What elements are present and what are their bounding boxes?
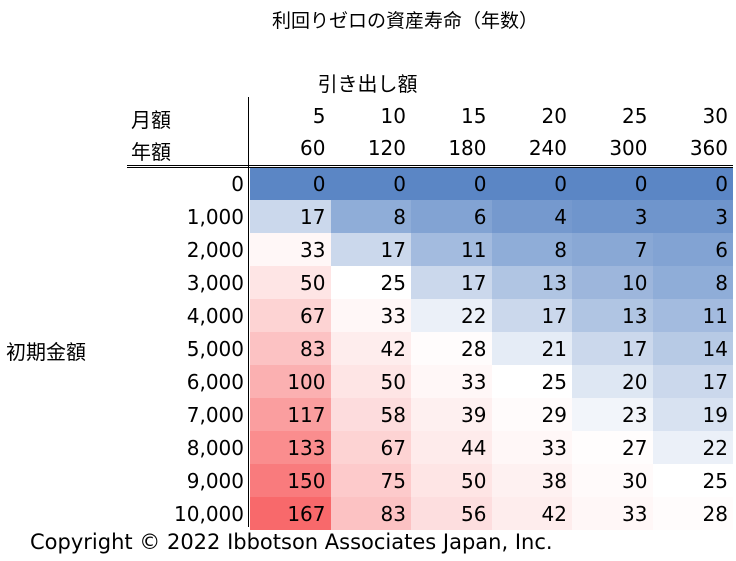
heatmap-cell: 38 <box>491 464 572 497</box>
heatmap-cell: 17 <box>491 299 572 332</box>
heatmap-cell: 21 <box>491 332 572 365</box>
annual-label: 年額 <box>131 140 171 164</box>
heatmap-cell: 0 <box>652 167 733 200</box>
heatmap-cell: 22 <box>411 299 492 332</box>
heatmap-cell: 14 <box>652 332 733 365</box>
heatmap-cell: 133 <box>250 431 331 464</box>
column-header-annual: 120 <box>367 136 406 160</box>
heatmap-cell: 50 <box>250 266 331 299</box>
row-label: 8,000 <box>186 436 244 460</box>
heatmap-cell: 100 <box>250 365 331 398</box>
heatmap-cell: 50 <box>330 365 411 398</box>
row-label: 3,000 <box>186 271 244 295</box>
heatmap-cell: 67 <box>330 431 411 464</box>
heatmap-cell: 20 <box>572 365 653 398</box>
heatmap-cell: 23 <box>572 398 653 431</box>
heatmap-cell: 10 <box>572 266 653 299</box>
heatmap-cell: 13 <box>572 299 653 332</box>
column-header-monthly: 15 <box>461 104 487 128</box>
heatmap-cell: 4 <box>491 200 572 233</box>
heatmap-cell: 28 <box>652 497 733 530</box>
heatmap-cell: 83 <box>250 332 331 365</box>
heatmap-cell: 30 <box>572 464 653 497</box>
heatmap-cell: 25 <box>330 266 411 299</box>
vertical-divider <box>248 97 249 527</box>
heatmap-cell: 33 <box>250 233 331 266</box>
heatmap-cell: 8 <box>491 233 572 266</box>
heatmap-cell: 7 <box>572 233 653 266</box>
column-header-monthly: 30 <box>702 104 728 128</box>
heatmap-cell: 50 <box>411 464 492 497</box>
row-label: 0 <box>231 172 244 196</box>
heatmap-cell: 19 <box>652 398 733 431</box>
heatmap-cell: 42 <box>491 497 572 530</box>
heatmap-cell: 11 <box>411 233 492 266</box>
heatmap-cell: 27 <box>572 431 653 464</box>
row-label: 9,000 <box>186 469 244 493</box>
heatmap-cell: 17 <box>411 266 492 299</box>
heatmap-cell: 0 <box>491 167 572 200</box>
heatmap-cell: 28 <box>411 332 492 365</box>
column-header-monthly: 5 <box>312 104 326 128</box>
column-header-monthly: 10 <box>380 104 406 128</box>
heatmap-cell: 25 <box>491 365 572 398</box>
heatmap-cell: 0 <box>572 167 653 200</box>
column-header-annual: 180 <box>448 136 487 160</box>
heatmap-cell: 17 <box>250 200 331 233</box>
heatmap-cell: 6 <box>411 200 492 233</box>
heatmap-cell: 11 <box>652 299 733 332</box>
heatmap-cell: 8 <box>330 200 411 233</box>
column-header-monthly: 20 <box>541 104 567 128</box>
heatmap-cell: 8 <box>652 266 733 299</box>
heatmap-cell: 67 <box>250 299 331 332</box>
heatmap-cell: 13 <box>491 266 572 299</box>
heatmap-cell: 0 <box>411 167 492 200</box>
heatmap-cell: 17 <box>330 233 411 266</box>
heatmap-cell: 117 <box>250 398 331 431</box>
row-label: 10,000 <box>174 502 244 526</box>
heatmap-cell: 33 <box>491 431 572 464</box>
column-header-annual: 60 <box>300 136 326 160</box>
heatmap-cell: 33 <box>330 299 411 332</box>
heatmap-cell: 0 <box>330 167 411 200</box>
heatmap-cell: 3 <box>652 200 733 233</box>
heatmap-cell: 0 <box>250 167 331 200</box>
heatmap-cell: 29 <box>491 398 572 431</box>
heatmap-cell: 83 <box>330 497 411 530</box>
heatmap-cell: 33 <box>411 365 492 398</box>
heatmap-cell: 58 <box>330 398 411 431</box>
heatmap-cell: 42 <box>330 332 411 365</box>
heatmap-cell: 150 <box>250 464 331 497</box>
heatmap-cell: 44 <box>411 431 492 464</box>
heatmap-cell: 17 <box>572 332 653 365</box>
row-label: 5,000 <box>186 337 244 361</box>
heatmap-cell: 56 <box>411 497 492 530</box>
monthly-label: 月額 <box>131 108 171 132</box>
column-header-annual: 360 <box>689 136 728 160</box>
heatmap-cell: 75 <box>330 464 411 497</box>
chart-title: 利回りゼロの資産寿命（年数） <box>271 10 538 32</box>
heatmap-cell: 3 <box>572 200 653 233</box>
column-header-annual: 240 <box>528 136 567 160</box>
header-divider-bottom <box>127 167 733 168</box>
x-axis-label: 引き出し額 <box>317 72 418 96</box>
row-label: 1,000 <box>186 205 244 229</box>
row-label: 7,000 <box>186 403 244 427</box>
heatmap-cell: 33 <box>572 497 653 530</box>
row-label: 2,000 <box>186 238 244 262</box>
y-axis-label: 初期金額 <box>6 340 86 364</box>
heatmap-cell: 22 <box>652 431 733 464</box>
column-header-monthly: 25 <box>622 104 648 128</box>
row-label: 4,000 <box>186 304 244 328</box>
heatmap-cell: 39 <box>411 398 492 431</box>
heatmap-cell: 17 <box>652 365 733 398</box>
copyright-text: Copyright © 2022 Ibbotson Associates Jap… <box>30 530 553 554</box>
heatmap-cell: 25 <box>652 464 733 497</box>
heatmap-cell: 167 <box>250 497 331 530</box>
header-divider-top <box>127 165 733 166</box>
heatmap-cell: 6 <box>652 233 733 266</box>
row-label: 6,000 <box>186 370 244 394</box>
column-header-annual: 300 <box>609 136 648 160</box>
